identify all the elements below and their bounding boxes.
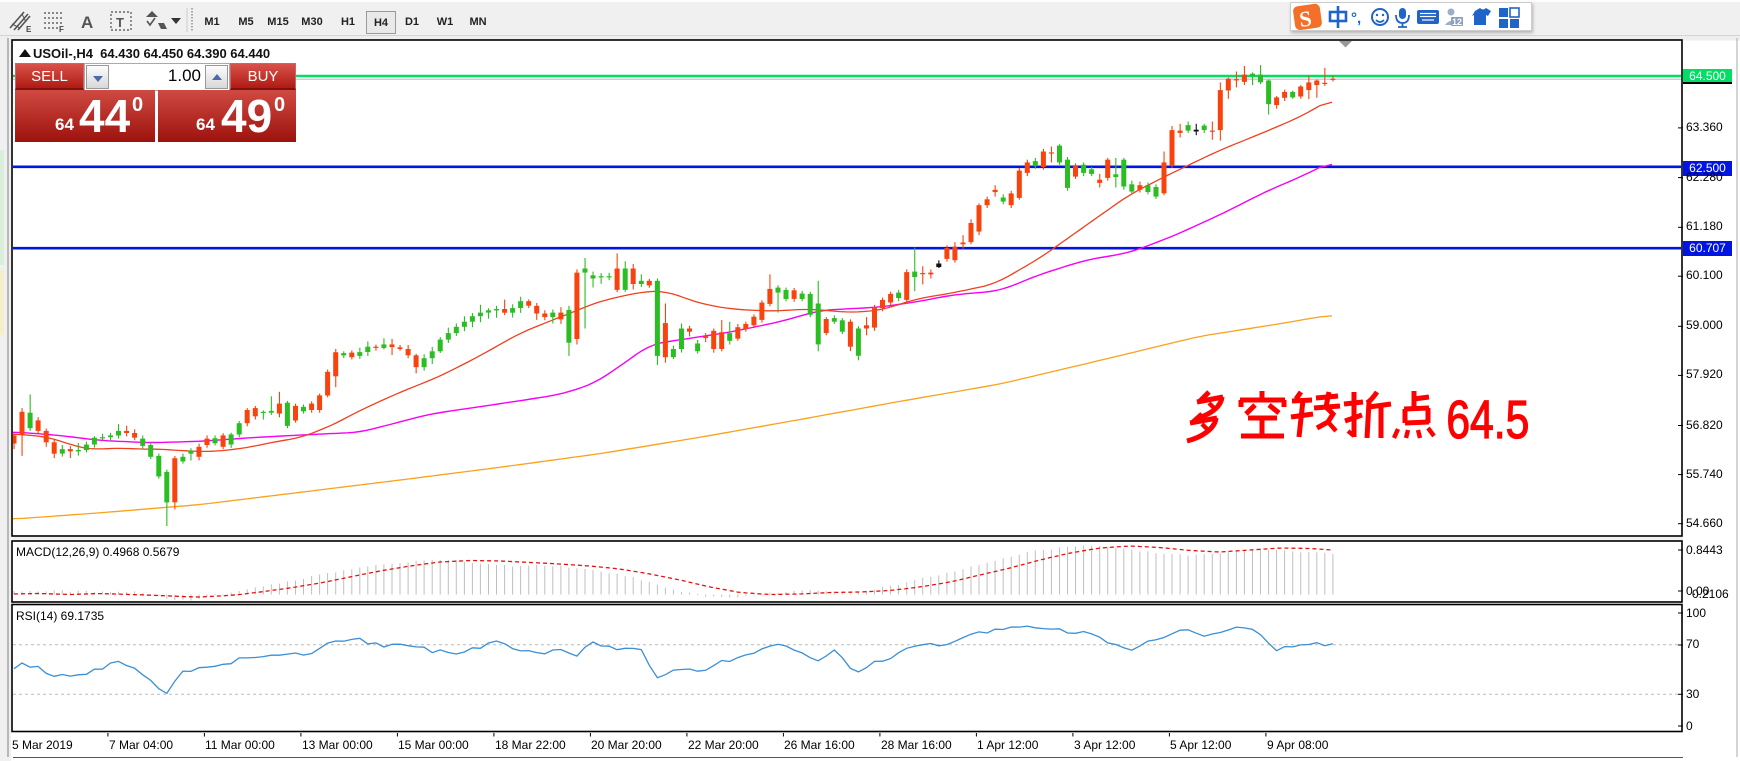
svg-text:S: S xyxy=(1298,6,1314,32)
svg-text:A: A xyxy=(81,13,93,32)
svg-text:T: T xyxy=(116,15,124,30)
svg-text:F: F xyxy=(59,25,64,34)
svg-text:E: E xyxy=(26,25,32,34)
svg-text:12: 12 xyxy=(1452,17,1462,27)
svg-text:64.5: 64.5 xyxy=(1446,390,1529,445)
svg-text:°,: °, xyxy=(1351,10,1361,27)
